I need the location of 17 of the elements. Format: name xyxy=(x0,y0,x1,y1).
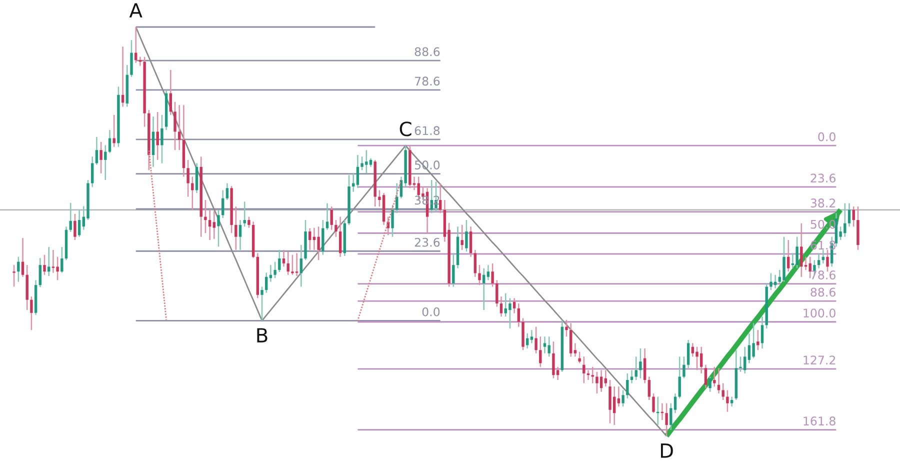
annotation: D xyxy=(660,444,673,458)
series-label: 161.8 xyxy=(804,416,836,426)
series-label: 23.6 xyxy=(414,238,440,247)
annotation: A xyxy=(129,3,142,18)
series-label: 61.8 xyxy=(414,126,440,136)
series-label: 78.6 xyxy=(810,270,836,280)
series-label: 88.6 xyxy=(810,288,836,297)
annotation: C xyxy=(400,122,412,136)
series-label: 38.2 xyxy=(810,198,836,208)
annotation: B xyxy=(257,328,268,342)
series-label: 88.6 xyxy=(414,47,440,56)
series-label: 100.0 xyxy=(804,308,836,318)
series-label: 0.0 xyxy=(422,307,440,316)
series-label: 23.6 xyxy=(810,174,836,183)
series-label: 0.0 xyxy=(818,132,836,142)
series-label: 127.2 xyxy=(804,356,836,364)
series-label: 78.6 xyxy=(415,76,440,86)
